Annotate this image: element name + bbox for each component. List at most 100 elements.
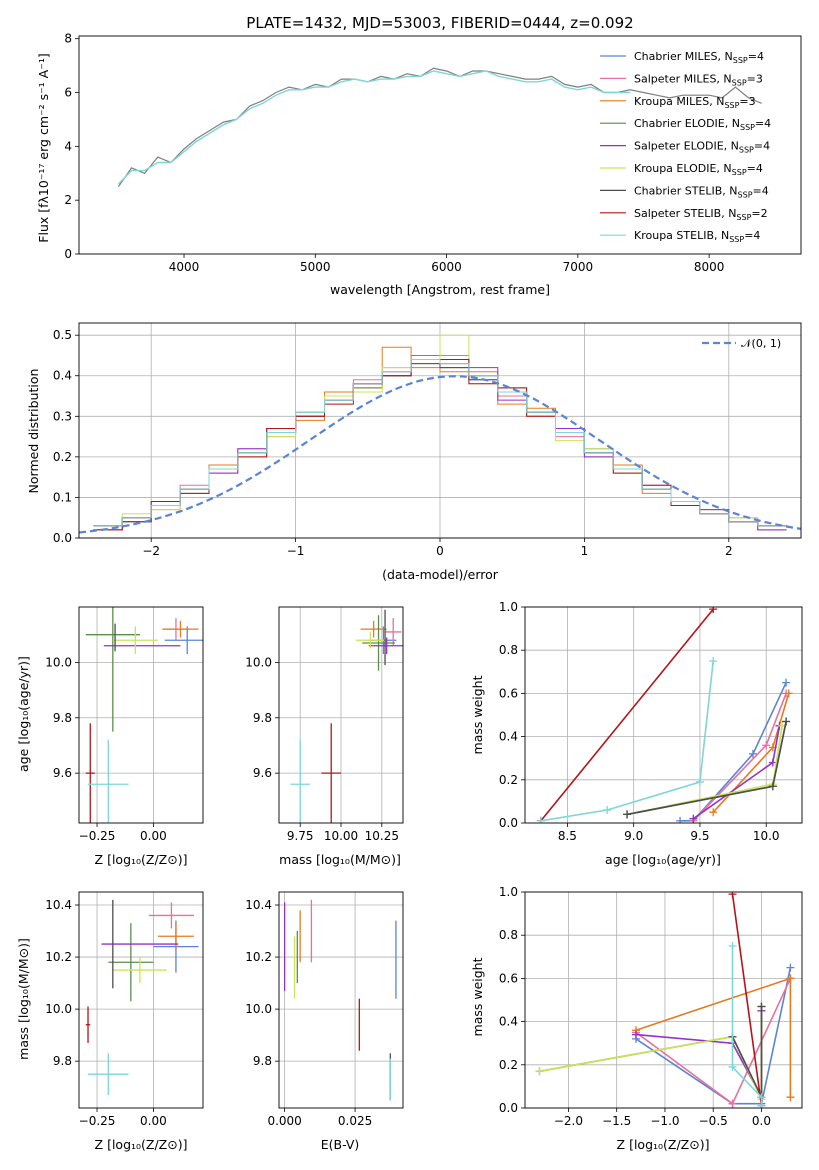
age_weight-series-2-marker-0 [709, 808, 718, 817]
age_weight-series-8 [540, 660, 714, 822]
spectrum-ytick-label-0: 0 [64, 247, 72, 261]
age_weight-xtick-label-1: 9.0 [624, 829, 643, 843]
residuals-ytick-label-3: 0.3 [53, 409, 72, 423]
z_weight-series-2-marker-2 [786, 1093, 795, 1102]
spectrum-axes-frame [78, 35, 802, 255]
z_mass-ytick-label-1: 10.0 [45, 1002, 72, 1016]
age_weight-xtick-label-2: 9.5 [690, 829, 709, 843]
mass_age-xtick-label-1: 10.00 [324, 829, 358, 843]
age_weight-series-0-marker-2 [748, 749, 757, 758]
age_weight-ytick-label-1: 0.2 [499, 773, 518, 787]
residuals-ytick-label-4: 0.4 [53, 369, 72, 383]
mass_age-point-7 [321, 723, 341, 823]
z_mass-ytick-label-2: 10.2 [45, 950, 72, 964]
legend-label-5: Kroupa ELODIE, NSSP=4 [634, 162, 763, 177]
z-weight-y-label: mass weight [470, 957, 485, 1036]
ebv_mass-ytick-label-1: 10.0 [245, 1002, 272, 1016]
ebv-mass-plot-area: 0.000 0.025 9.8 10.0 10.2 10.4 [245, 891, 404, 1128]
age_weight-xtick-label-3: 10.0 [753, 829, 780, 843]
age_weight-xtick-label-0: 8.5 [558, 829, 577, 843]
spectrum-ytick-label-4: 8 [64, 32, 72, 46]
age_weight-ytick-label-4: 0.8 [499, 643, 518, 657]
z_weight-ytick-label-5: 1.0 [499, 885, 518, 899]
spectrum-xtick-label-3: 7000 [563, 260, 594, 274]
legend-label-1: Salpeter MILES, NSSP=3 [634, 72, 763, 87]
z_weight-series-6-marker-2 [757, 1002, 766, 1011]
age-weight-y-label: mass weight [470, 675, 485, 754]
spectrum-xtick-label-4: 8000 [694, 260, 725, 274]
mass_age-point-3 [362, 615, 395, 671]
age_weight-series-8-marker-2 [695, 777, 704, 786]
z_mass-ytick-label-3: 10.4 [45, 898, 72, 912]
z_weight-ytick-label-4: 0.8 [499, 928, 518, 942]
residuals-panel: −2 −1 0 1 2 0.0 0.1 0.2 0.3 0.4 0.5 𝒩(0, 1) (data-m… [26, 322, 802, 582]
legend-label-7: Salpeter STELIB, NSSP=2 [634, 207, 768, 222]
age_weight-series-7-marker-1 [709, 607, 718, 614]
z_weight-ytick-label-3: 0.6 [499, 971, 518, 985]
age-weight-panel: 8.5 9.0 9.5 10.0 0.0 0.2 0.4 0.6 0.8 1.0 age [log… [470, 600, 803, 867]
age_weight-ytick-label-0: 0.0 [499, 816, 518, 830]
z_mass-point-8 [88, 1053, 129, 1095]
mass_age-ytick-label-1: 9.8 [253, 711, 272, 725]
mass_age-points-group [290, 609, 403, 823]
residuals-xtick-label-2: 0 [436, 544, 444, 558]
residuals-axes-frame [78, 322, 802, 539]
age_weight-series-0 [680, 682, 787, 822]
legend-label-4: Salpeter ELODIE, NSSP=4 [634, 140, 770, 155]
residuals-ytick-label-5: 0.5 [53, 328, 72, 342]
residuals-xtick-label-3: 1 [581, 544, 589, 558]
z_mass-ytick-label-0: 9.8 [53, 1054, 72, 1068]
age_weight-series-2-marker-2 [784, 689, 793, 698]
age_weight-ytick-label-5: 1.0 [499, 600, 518, 614]
spectrum-ytick-label-3: 6 [64, 86, 72, 100]
ebv_mass-xtick-label-1: 0.025 [338, 1114, 372, 1128]
z_mass-xtick-label-0: −0.25 [79, 1114, 116, 1128]
z-weight-x-label: Z [log₁₀(Z/Z⊙)] [617, 1137, 710, 1152]
z_age-ytick-label-1: 9.8 [53, 711, 72, 725]
age_weight-series-6-marker-2 [782, 717, 791, 726]
age_weight-series-7 [540, 608, 714, 822]
age_weight-series-0-marker-3 [782, 678, 791, 687]
z_age-point-2 [162, 620, 199, 638]
z_age-xtick-label-0: −0.25 [79, 829, 116, 843]
z-mass-plot-area: −0.25 0.00 9.8 10.0 10.2 10.4 [45, 891, 204, 1128]
age_weight-series-group [536, 607, 793, 823]
z-age-y-label: age [log₁₀(age/yr)] [16, 656, 31, 772]
legend-label-6: Chabrier STELIB, NSSP=4 [634, 184, 769, 199]
age-weight-plot-area: 8.5 9.0 9.5 10.0 0.0 0.2 0.4 0.6 0.8 1.0 [499, 600, 803, 843]
residuals-xtick-label-1: −1 [287, 544, 305, 558]
spectrum-xtick-label-1: 5000 [300, 260, 331, 274]
mass_age-axes-frame [278, 606, 404, 824]
z-weight-panel: −2.0 −1.5 −1.0 −0.5 0.0 0.0 0.2 0.4 0.6 0.8 1.0 Z … [470, 885, 803, 1152]
z-age-x-label: Z [log₁₀(Z/Z⊙)] [95, 852, 188, 867]
spectrum-y-label: Flux [fλ10⁻¹⁷ erg cm⁻² s⁻¹ A⁻¹] [36, 53, 51, 242]
age_weight-ytick-label-3: 0.6 [499, 686, 518, 700]
z_mass-axes-frame [78, 891, 204, 1109]
z_weight-series-0 [635, 967, 792, 1105]
z-mass-panel: −0.25 0.00 9.8 10.0 10.2 10.4 Z [log₁₀(Z/Z⊙)]… [16, 891, 204, 1152]
z_weight-ytick-label-0: 0.0 [499, 1101, 518, 1115]
residuals-normal-curve [79, 375, 801, 534]
spectrum-model-line [117, 70, 631, 185]
age_weight-series-6-marker-0 [623, 810, 632, 819]
z_weight-axes-frame [524, 891, 803, 1109]
mass_age-point-4 [368, 637, 403, 655]
age_weight-series-8-marker-0 [536, 816, 545, 823]
residuals-ytick-label-0: 0.0 [53, 531, 72, 545]
residuals-ytick-label-2: 0.2 [53, 450, 72, 464]
z_mass-points-group [85, 899, 199, 1095]
legend-label-2: Kroupa MILES, NSSP=3 [634, 95, 756, 110]
z_age-ytick-label-0: 9.6 [53, 766, 72, 780]
spectrum-xtick-label-0: 4000 [169, 260, 200, 274]
spectrum-legend: Chabrier MILES, NSSP=4 Salpeter MILES, NS… [600, 50, 771, 244]
z_weight-series-5 [539, 1006, 763, 1100]
age_weight-series-8-marker-1 [603, 806, 612, 815]
spectrum-ytick-label-1: 2 [64, 193, 72, 207]
z_weight-series-8-marker-1 [728, 1062, 737, 1071]
z_weight-series-8-marker-3 [757, 1101, 766, 1108]
z_mass-point-5 [112, 957, 167, 984]
ebv_mass-ytick-label-2: 10.2 [245, 950, 272, 964]
z_weight-series-8-marker-0 [728, 942, 737, 950]
residuals-legend-label: 𝒩(0, 1) [741, 337, 781, 350]
z_weight-xtick-label-3: −0.5 [699, 1114, 728, 1128]
